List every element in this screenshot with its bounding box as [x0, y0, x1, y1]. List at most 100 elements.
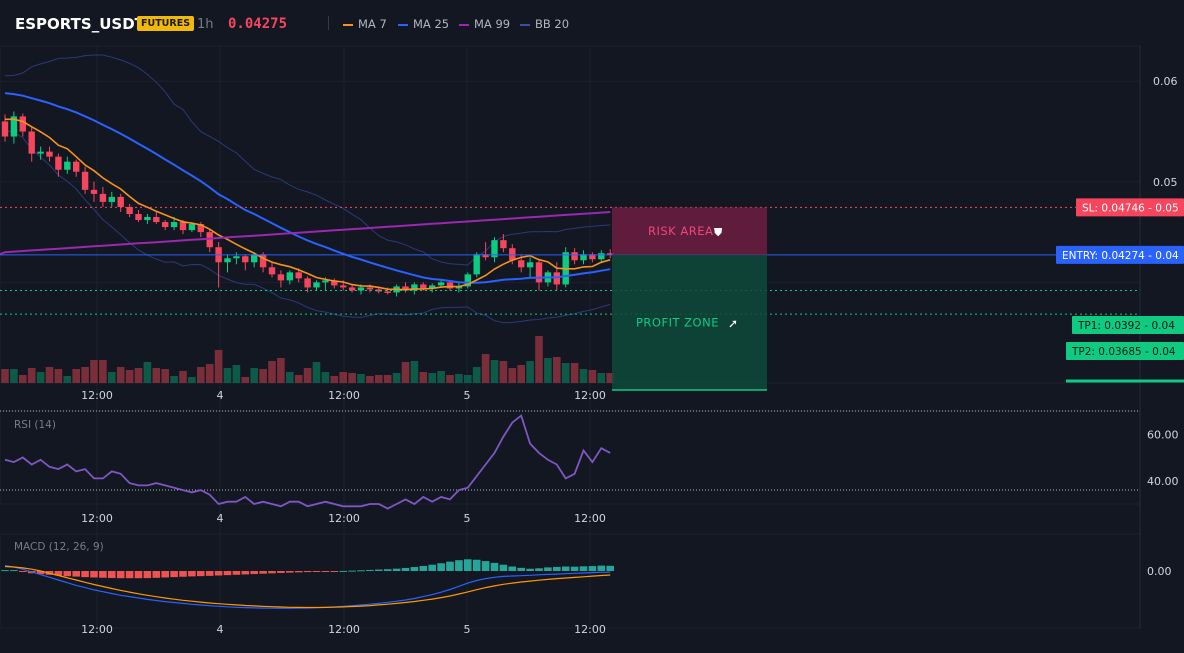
macd-histogram-bar	[125, 571, 134, 579]
macd-tick-label: 0.00	[1147, 565, 1172, 578]
entry-tag-bg	[1056, 245, 1184, 264]
legend-ma7[interactable]: MA 7	[343, 17, 387, 31]
volume-bar	[134, 368, 143, 383]
legend-ma25[interactable]: MA 25	[398, 17, 449, 31]
risk-area-zone	[612, 207, 767, 255]
candle-body	[411, 284, 418, 291]
candle-body	[384, 291, 391, 293]
macd-histogram-bar	[508, 566, 517, 571]
time-tick-label: 12:00	[81, 389, 113, 402]
macd-histogram-bar	[1, 570, 9, 572]
macd-histogram-bar	[277, 571, 285, 573]
volume-bar	[116, 367, 125, 383]
candle-body	[446, 282, 454, 289]
tp2-tag: TP2: 0.03685 - 0.04	[1071, 346, 1176, 358]
bb-lower-band	[4, 130, 611, 324]
macd-histogram-bar	[170, 571, 178, 578]
time-tick-label: 5	[464, 389, 471, 402]
macd-histogram-bar	[259, 571, 267, 574]
volume-bar	[179, 371, 187, 383]
volume-bar	[597, 373, 606, 383]
candle-body	[526, 262, 534, 268]
macd-histogram-bar	[294, 571, 303, 573]
macd-histogram-bar	[205, 571, 214, 576]
candle-body	[126, 206, 133, 214]
macd-histogram-bar	[90, 571, 98, 578]
timeframe-label[interactable]: 1h	[197, 17, 214, 32]
candle-body	[580, 254, 587, 261]
volume-bar	[143, 362, 152, 383]
shield-icon: ⛊	[714, 226, 723, 239]
volume-bar	[330, 376, 339, 383]
legend-ma99-label: MA 99	[474, 17, 511, 31]
macd-histogram-bar	[544, 567, 552, 571]
candle-body	[242, 256, 249, 263]
volume-bar	[446, 375, 454, 383]
macd-histogram-bar	[419, 565, 428, 571]
macd-histogram-bar	[143, 571, 152, 579]
candle-body	[64, 161, 71, 170]
candle-body	[206, 232, 213, 248]
volume-bar	[437, 371, 445, 383]
volume-bar	[428, 373, 436, 383]
macd-histogram-bar	[339, 570, 347, 572]
candle-body	[429, 285, 436, 289]
volume-bar	[125, 370, 134, 383]
macd-histogram-bar	[72, 571, 80, 577]
macd-histogram-bar	[366, 569, 374, 571]
macd-histogram-bar	[250, 571, 258, 575]
candle-body	[108, 196, 115, 202]
volume-bar	[81, 367, 89, 383]
candle-body	[473, 254, 480, 275]
candle-body	[197, 224, 204, 233]
candle-body	[509, 248, 516, 261]
macd-panel: MACD (12, 26, 9) 0.00	[1, 541, 1172, 609]
candle-body	[535, 262, 543, 283]
time-tick-label: 12:00	[574, 389, 606, 402]
candle-body	[81, 171, 89, 190]
rsi-tick-label: 60.00	[1147, 428, 1179, 441]
volume-bar	[223, 368, 232, 383]
candle-body	[153, 217, 160, 223]
macd-histogram-bar	[499, 564, 508, 571]
candle-body	[251, 254, 258, 263]
macd-histogram-bar	[214, 571, 223, 576]
macd-histogram-bar	[401, 567, 410, 571]
time-tick-label: 5	[464, 623, 471, 636]
candle-body	[295, 272, 302, 279]
legend-bb20-swatch	[520, 23, 530, 26]
volume-bar	[232, 365, 241, 383]
volume-bar	[553, 357, 561, 383]
legend-bb20[interactable]: BB 20	[520, 17, 569, 31]
time-tick-label: 12:00	[574, 623, 606, 636]
candle-body	[90, 189, 98, 194]
rocket-icon: ➚	[728, 316, 738, 330]
legend-ma99[interactable]: MA 99	[459, 17, 510, 31]
candle-body	[607, 253, 614, 255]
candle-body	[340, 285, 347, 288]
macd-histogram-bar	[188, 571, 196, 577]
candle-body	[500, 240, 507, 249]
volume-bar	[401, 362, 410, 383]
risk-area-label: RISK AREA	[648, 224, 713, 238]
time-tick-label: 4	[217, 389, 224, 402]
volume-bar	[152, 368, 161, 383]
rsi-panel: RSI (14) 60.00 40.00	[0, 410, 1179, 510]
volume-bar	[294, 375, 303, 383]
volume-bar	[214, 350, 223, 383]
macd-histogram-bar	[526, 568, 534, 571]
volume-bar	[366, 376, 374, 383]
candle-body	[144, 217, 151, 221]
candle-body	[304, 278, 311, 288]
macd-histogram-bar	[464, 559, 472, 571]
volume-bar	[570, 363, 579, 383]
rsi-tick-label: 40.00	[1147, 475, 1179, 488]
symbol-title[interactable]: ESPORTS_USDT	[15, 15, 145, 33]
time-tick-label: 12:00	[328, 389, 360, 402]
volume-bar	[312, 362, 321, 383]
macd-histogram-bar	[490, 562, 499, 571]
candle-body	[518, 260, 525, 268]
volume-bar	[544, 358, 552, 383]
candle-body	[598, 253, 605, 260]
